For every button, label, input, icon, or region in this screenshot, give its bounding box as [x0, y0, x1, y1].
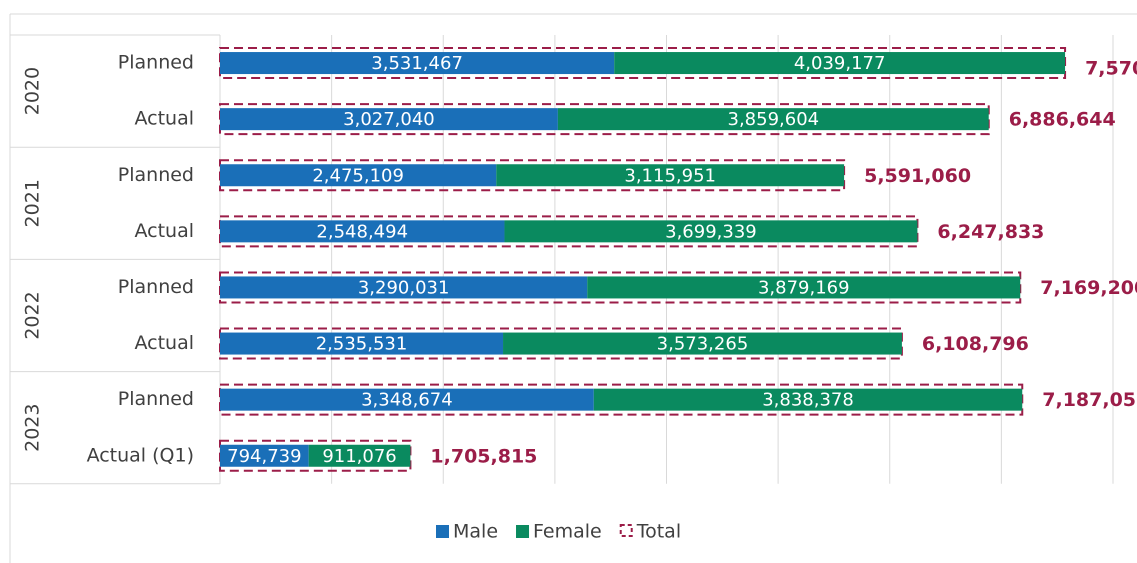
data-label: 3,027,040 — [343, 109, 435, 130]
category-label: Actual — [134, 108, 194, 130]
group-label: 2020 — [22, 67, 44, 115]
bar-segment — [220, 276, 588, 299]
data-label: 2,548,494 — [316, 221, 408, 242]
bar-segment — [593, 388, 1023, 411]
total-label: 6,108,796 — [922, 333, 1029, 355]
data-label: 3,838,378 — [762, 390, 854, 411]
bar-segment — [220, 332, 504, 355]
data-label: 3,879,169 — [758, 277, 850, 298]
bar-segment — [614, 52, 1066, 75]
total-label: 6,886,644 — [1009, 109, 1116, 131]
total-label: 1,705,815 — [430, 445, 537, 467]
data-label: 3,699,339 — [665, 221, 757, 242]
total-outline — [219, 383, 1024, 416]
bar-segment — [504, 220, 918, 243]
category-label: Actual — [134, 220, 194, 242]
legend-swatch — [516, 525, 530, 538]
data-label: 3,531,467 — [371, 53, 463, 74]
group-label: 2023 — [22, 404, 44, 452]
group-label: 2022 — [22, 291, 44, 339]
legend-swatch — [619, 524, 633, 537]
data-label: 3,348,674 — [361, 390, 453, 411]
bar-segment — [220, 444, 309, 467]
category-label: Planned — [118, 52, 194, 74]
bar-segment — [587, 276, 1021, 299]
data-label: 3,115,951 — [624, 165, 716, 186]
bar-segment — [220, 52, 615, 75]
category-label: Planned — [118, 164, 194, 186]
category-label: Planned — [118, 276, 194, 298]
legend-label: Female — [533, 521, 602, 543]
total-label: 7,187,052 — [1042, 389, 1137, 411]
bar-segment — [557, 108, 989, 131]
legend-label: Male — [453, 521, 498, 543]
total-label: 7,169,200 — [1040, 277, 1137, 299]
category-label: Actual — [134, 332, 194, 354]
legend-swatch — [436, 525, 449, 538]
bar-segment — [496, 164, 845, 187]
data-label: 3,290,031 — [358, 277, 450, 298]
data-label: 911,076 — [322, 446, 396, 467]
category-label: Planned — [118, 388, 194, 410]
bar-segment — [220, 108, 558, 131]
total-label: 7,570,644 — [1085, 58, 1137, 80]
legend-label: Total — [636, 521, 681, 543]
total-label: 6,247,833 — [937, 221, 1044, 243]
group-label: 2021 — [22, 179, 44, 227]
bar-segment — [503, 332, 902, 355]
bar-segment — [308, 444, 411, 467]
data-label: 3,573,265 — [657, 334, 749, 355]
data-label: 794,739 — [227, 446, 301, 467]
data-label: 4,039,177 — [794, 53, 886, 74]
bar-segment — [220, 164, 497, 187]
data-label: 2,535,531 — [316, 334, 408, 355]
bar-segment — [220, 220, 505, 243]
data-label: 3,859,604 — [728, 109, 820, 130]
bar-segment — [220, 388, 594, 411]
total-label: 5,591,060 — [864, 165, 971, 187]
data-label: 2,475,109 — [312, 165, 404, 186]
category-label: Actual (Q1) — [87, 444, 194, 466]
